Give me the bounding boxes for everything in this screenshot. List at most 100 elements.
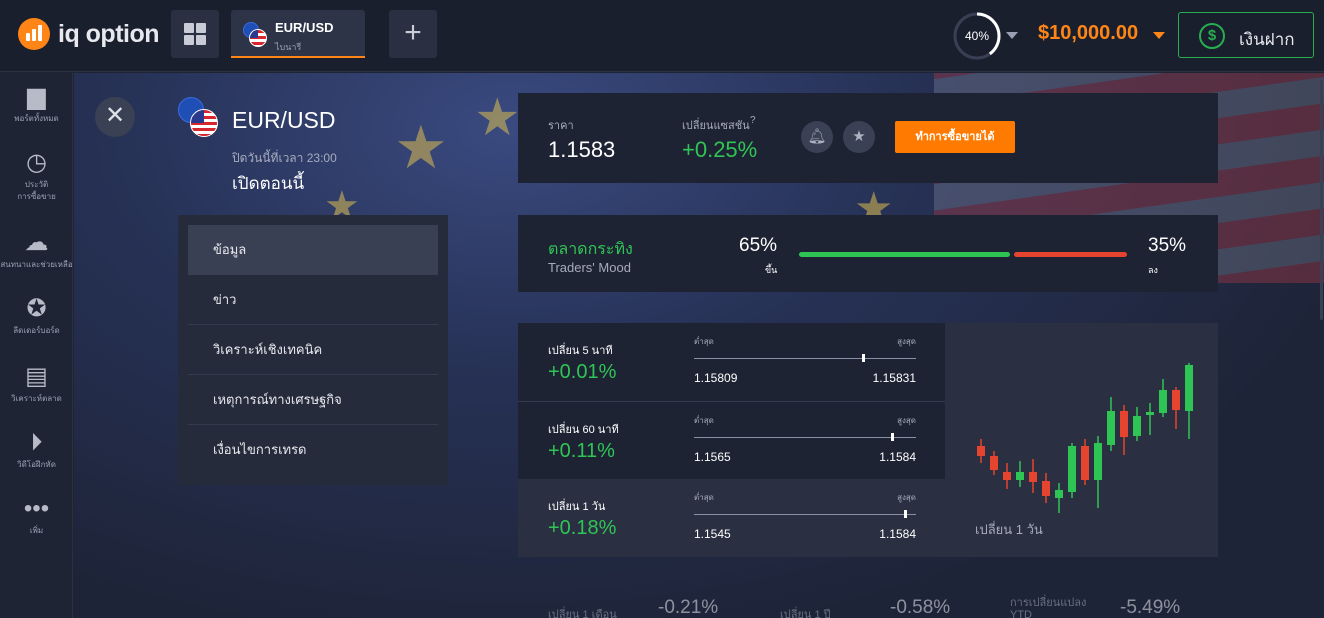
balance[interactable]: $10,000.00 bbox=[1038, 22, 1139, 44]
more-icon: ••• bbox=[23, 495, 50, 522]
award-icon: ✪ bbox=[26, 295, 47, 322]
market-status: เปิดตอนนี้ bbox=[232, 174, 305, 193]
deposit-button[interactable]: $ เงินฝาก bbox=[1178, 12, 1314, 58]
change-1month-label: เปลี่ยน 1 เดือน bbox=[548, 609, 617, 618]
star-icon[interactable]: ★ bbox=[843, 121, 875, 153]
chat-icon: ☁ bbox=[24, 229, 49, 256]
change-row-1day[interactable]: เปลี่ยน 1 วัน +0.18% ต่ำสุด สูงสุด 1.154… bbox=[518, 479, 945, 557]
menu-item-trading-conditions[interactable]: เงื่อนไขการเทรด bbox=[213, 442, 307, 457]
history-icon: ◷ bbox=[26, 149, 47, 176]
balance-chevron-down-icon[interactable] bbox=[1153, 32, 1165, 39]
price-panel: ราคา 1.1583 เปลี่ยนแซสชัน ? +0.25% 🔔︎ ★ … bbox=[518, 93, 1218, 183]
mood-up-percent: 65% bbox=[739, 235, 778, 256]
traders-mood-panel: ตลาดกระทิง Traders' Mood 65% ขึ้น 35% ลง bbox=[518, 215, 1218, 292]
progress-ring[interactable] bbox=[953, 12, 1001, 60]
mood-title: ตลาดกระทิง bbox=[548, 241, 633, 258]
sidebar: ▆ พอร์ตทั้งหมด ◷ ประวัติ การซื้อขาย ☁ สน… bbox=[0, 73, 73, 618]
tab-eur-usd[interactable]: EUR/USD ไบนารี bbox=[231, 10, 365, 58]
mood-up-bar bbox=[799, 252, 1010, 257]
sidebar-item-more[interactable]: ••• เพิ่ม bbox=[0, 495, 73, 537]
price-label: ราคา bbox=[548, 120, 574, 132]
mood-subtitle: Traders' Mood bbox=[548, 260, 631, 275]
change-label: เปลี่ยน 60 นาที bbox=[548, 424, 619, 436]
background-star-icon: ★ bbox=[474, 89, 521, 147]
change-value: +0.18% bbox=[548, 517, 617, 539]
progress-label: 40% bbox=[964, 29, 990, 43]
sidebar-item-portfolio[interactable]: ▆ พอร์ตทั้งหมด bbox=[0, 83, 73, 125]
briefcase-icon: ▆ bbox=[27, 83, 46, 110]
change-row-5min: เปลี่ยน 5 นาที +0.01% ต่ำสุด สูงสุด 1.15… bbox=[518, 323, 945, 401]
long-term-changes: เปลี่ยน 1 เดือน -0.21% เปลี่ยน 1 ปี -0.5… bbox=[518, 593, 1218, 618]
change-1month-value: -0.21% bbox=[658, 597, 719, 618]
info-menu: ข้อมูล ข่าว วิเคราะห์เชิงเทคนิค เหตุการณ… bbox=[178, 215, 448, 485]
range-high-value: 1.1584 bbox=[879, 527, 916, 541]
add-tab-button[interactable]: + bbox=[389, 10, 437, 58]
range-high-label: สูงสุด bbox=[897, 337, 916, 346]
dollar-refresh-icon: $ bbox=[1199, 23, 1225, 49]
change-value: +0.01% bbox=[548, 361, 617, 383]
range-track bbox=[694, 437, 916, 438]
logo-text: iq option bbox=[58, 19, 160, 48]
background-star-icon: ★ bbox=[394, 114, 448, 181]
tab-asset-type: ไบนารี bbox=[275, 42, 302, 52]
price-value: 1.1583 bbox=[548, 137, 616, 162]
sidebar-item-history[interactable]: ◷ ประวัติ การซื้อขาย bbox=[0, 149, 73, 203]
sidebar-item-leaderboard[interactable]: ✪ ลีดเดอร์บอร์ด bbox=[0, 295, 73, 337]
session-change-value: +0.25% bbox=[682, 137, 758, 162]
menu-item-technical-analysis[interactable]: วิเคราะห์เชิงเทคนิค bbox=[188, 325, 438, 375]
menu-item-info[interactable]: ข้อมูล bbox=[188, 225, 438, 275]
range-low-value: 1.15809 bbox=[694, 371, 738, 385]
asset-title: EUR/USD bbox=[232, 107, 336, 133]
sidebar-item-video[interactable]: ⏵ วิดีโอฝึกหัด bbox=[0, 429, 73, 471]
menu-item-news[interactable]: ข่าว bbox=[188, 275, 438, 325]
range-high-label: สูงสุด bbox=[897, 416, 916, 425]
bell-icon[interactable]: 🔔︎ bbox=[801, 121, 833, 153]
range-marker bbox=[890, 433, 894, 441]
tab-asset-name: EUR/USD bbox=[275, 20, 334, 35]
mini-candle-chart: เปลี่ยน 1 วัน bbox=[945, 323, 1218, 557]
logo[interactable]: iq option bbox=[18, 18, 160, 50]
range-low-label: ต่ำสุด bbox=[694, 337, 714, 346]
sidebar-item-analysis[interactable]: ▤ วิเคราะห์ตลาด bbox=[0, 363, 73, 405]
range-low-value: 1.1545 bbox=[694, 527, 731, 541]
change-value: +0.11% bbox=[548, 440, 615, 462]
news-icon: ▤ bbox=[25, 363, 48, 390]
range-high-label: สูงสุด bbox=[897, 493, 916, 502]
trade-button[interactable]: ทำการซื้อขายได้ bbox=[895, 121, 1015, 153]
range-track bbox=[694, 358, 916, 359]
chevron-down-icon[interactable] bbox=[1006, 32, 1018, 39]
range-low-label: ต่ำสุด bbox=[694, 416, 714, 425]
asset-info-panel: ★ ★ ★ ★ ★ ✕ EUR/USD ปิดวันนี้ที่เวลา 23:… bbox=[74, 73, 1324, 618]
close-button[interactable]: ✕ bbox=[95, 97, 135, 137]
range-high-value: 1.1584 bbox=[879, 450, 916, 464]
logo-icon bbox=[18, 18, 50, 50]
change-1year-label: เปลี่ยน 1 ปี bbox=[780, 609, 831, 618]
change-label: เปลี่ยน 5 นาที bbox=[548, 345, 613, 357]
change-ytd-value: -5.49% bbox=[1120, 597, 1181, 618]
change-ytd-label: การเปลี่ยนแปลง YTD bbox=[1010, 597, 1087, 618]
change-label: เปลี่ยน 1 วัน bbox=[548, 501, 606, 513]
change-list: เปลี่ยน 5 นาที +0.01% ต่ำสุด สูงสุด 1.15… bbox=[518, 323, 945, 557]
candlestick-chart-icon bbox=[977, 363, 1193, 515]
top-bar: iq option EUR/USD ไบนารี + 40% $10,000.0… bbox=[0, 0, 1324, 72]
sidebar-item-chat[interactable]: ☁ สนทนาและช่วยเหลือ bbox=[0, 229, 73, 269]
session-change-label: เปลี่ยนแซสชัน bbox=[682, 120, 750, 132]
help-icon[interactable]: ? bbox=[750, 115, 756, 126]
us-flag-icon bbox=[190, 109, 218, 137]
range-marker bbox=[903, 510, 907, 518]
range-track bbox=[694, 514, 916, 515]
mood-down-label: ลง bbox=[1148, 265, 1158, 275]
range-high-value: 1.15831 bbox=[872, 371, 916, 385]
mood-up-label: ขึ้น bbox=[765, 265, 778, 275]
all-assets-button[interactable] bbox=[171, 10, 219, 58]
close-time: ปิดวันนี้ที่เวลา 23:00 bbox=[232, 151, 337, 165]
menu-item-economic-events[interactable]: เหตุการณ์ทางเศรษฐกิจ bbox=[188, 375, 438, 425]
deposit-label: เงินฝาก bbox=[1239, 30, 1295, 49]
scrollbar[interactable] bbox=[1320, 80, 1323, 320]
range-low-label: ต่ำสุด bbox=[694, 493, 714, 502]
us-flag-icon bbox=[249, 29, 267, 47]
range-low-value: 1.1565 bbox=[694, 450, 731, 464]
mood-down-percent: 35% bbox=[1148, 235, 1187, 256]
play-icon: ⏵ bbox=[30, 429, 43, 456]
change-row-60min: เปลี่ยน 60 นาที +0.11% ต่ำสุด สูงสุด 1.1… bbox=[518, 401, 945, 479]
